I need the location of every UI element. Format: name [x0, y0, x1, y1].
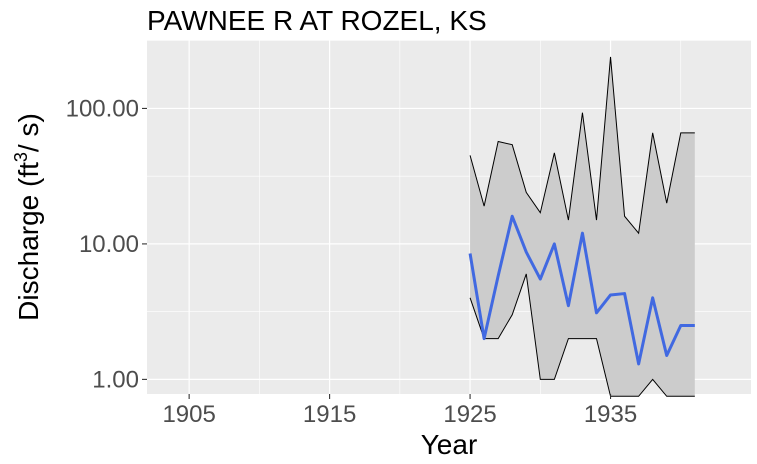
y-axis: 1.00 10.00 100.00	[66, 95, 147, 393]
y-axis-title-prefix: Discharge (	[13, 177, 44, 321]
y-tick-label: 1.00	[92, 366, 139, 393]
x-tick-label: 1905	[162, 401, 215, 428]
y-tick-label: 100.00	[66, 95, 139, 122]
upper-bound-line	[469, 56, 695, 235]
median-line	[468, 214, 695, 366]
x-tick-label: 1915	[303, 401, 356, 428]
interval-band	[469, 56, 695, 397]
x-axis-title: Year	[421, 429, 478, 460]
y-axis-title: Discharge (ft3/ s)	[11, 113, 44, 321]
y-axis-title-unit: ft	[13, 162, 44, 178]
y-axis-title-superscript: 3	[11, 152, 31, 162]
x-tick-label: 1925	[443, 401, 496, 428]
chart-title: PAWNEE R AT ROZEL, KS	[147, 5, 487, 36]
x-axis: 1905 1915 1925 1935	[162, 394, 637, 428]
band-area	[470, 56, 695, 397]
y-tick-label: 10.00	[79, 231, 139, 258]
x-tick-label: 1935	[584, 401, 637, 428]
lower-bound-line	[469, 273, 695, 397]
y-axis-title-suffix: / s)	[13, 113, 44, 152]
